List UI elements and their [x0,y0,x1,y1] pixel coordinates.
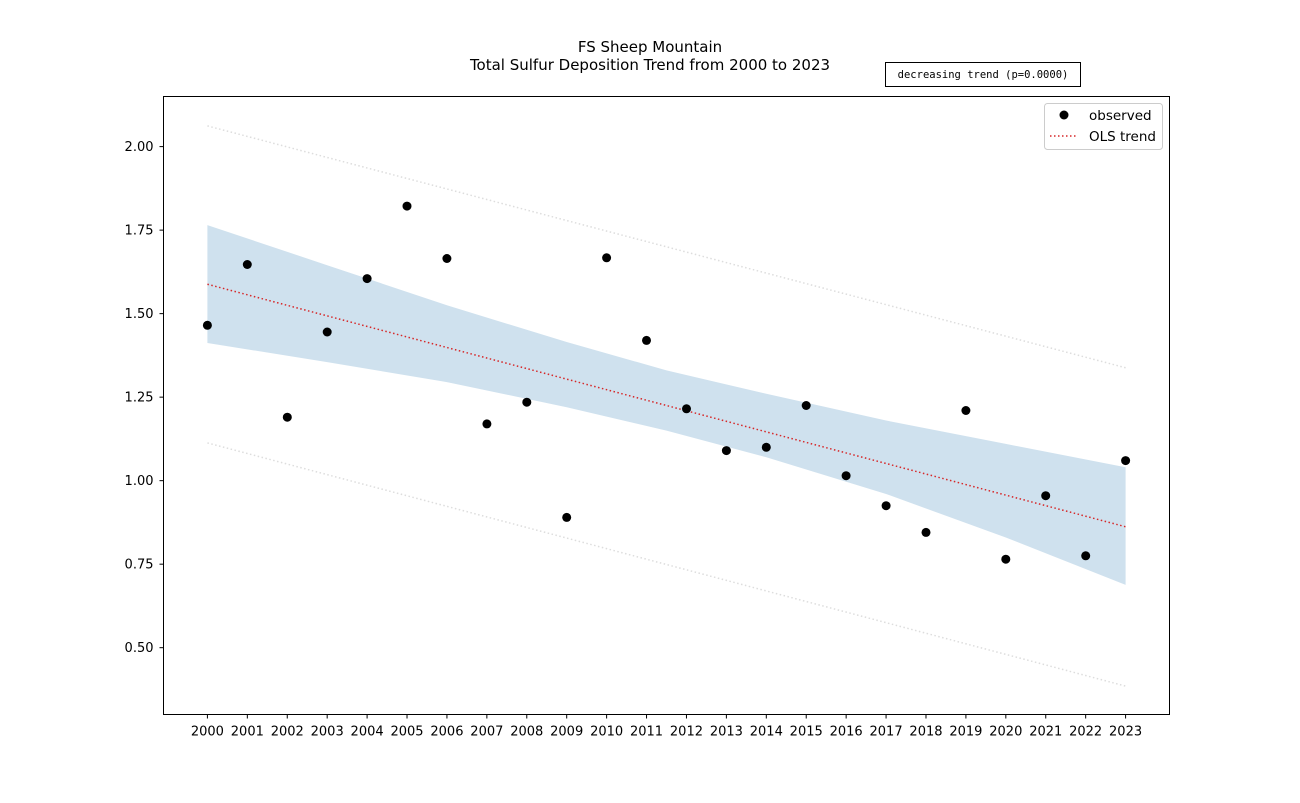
annotation-box [885,62,1081,87]
y-tick-label: 1.75 [125,224,154,239]
observed-point [1001,554,1011,564]
x-tick-label: 2011 [630,725,663,740]
legend-box [1044,103,1163,150]
observed-point [482,419,492,429]
x-tick-label: 2014 [750,725,783,740]
x-tick-label: 2018 [909,725,942,740]
x-tick-label: 2009 [550,725,583,740]
observed-point [841,471,851,481]
plot-area [202,125,1131,687]
x-tick-label: 2021 [1029,725,1062,740]
axes-frame [163,96,1170,715]
x-axis: 2000 2001 2002 2003 2004 2005 2006 2007 2008 2009… [191,714,1142,740]
x-tick-label: 2004 [351,725,384,740]
x-tick-label: 2007 [470,725,503,740]
chart-subtitle: Total Sulfur Deposition Trend from 2000 … [469,56,830,74]
y-tick-label: 0.75 [125,558,154,573]
observed-point [242,260,252,269]
x-tick-label: 2010 [590,725,623,740]
observed-point [961,406,971,415]
observed-point [442,254,452,263]
y-tick-label: 1.00 [125,474,154,489]
observed-point [761,442,771,452]
observed-point [921,527,931,537]
x-tick-label: 2002 [271,725,304,740]
x-tick-label: 2003 [311,725,344,740]
x-tick-label: 2015 [790,725,823,740]
x-tick-label: 2000 [191,725,224,740]
x-tick-label: 2008 [510,725,543,740]
y-tick-label: 1.25 [125,391,154,406]
observed-point [282,412,292,422]
observed-point [682,404,691,414]
x-tick-label: 2020 [989,725,1022,740]
legend-observed-marker [1059,110,1069,120]
x-tick-label: 2001 [231,725,264,740]
observed-point [522,397,532,407]
observed-point [202,320,212,330]
legend: observed OLS trend [1044,103,1163,150]
x-tick-label: 2023 [1109,725,1142,740]
observed-point [362,274,372,284]
observed-point [322,327,332,337]
y-axis: 0.50 0.75 1.00 1.25 1.50 1.75 2.00 [125,140,164,656]
confidence-band [207,225,1126,585]
x-tick-label: 2016 [830,725,863,740]
observed-point [1041,491,1051,501]
legend-observed-label: observed [1089,108,1152,124]
observed-point [1081,551,1091,561]
observed-point [402,201,412,211]
observed-point [721,446,731,456]
observed-point [1121,456,1131,466]
x-tick-label: 2006 [430,725,463,740]
x-tick-label: 2005 [390,725,423,740]
y-tick-label: 1.50 [125,307,154,322]
x-tick-label: 2017 [870,725,903,740]
x-tick-label: 2019 [949,725,982,740]
observed-point [881,501,891,511]
observed-point [642,335,651,345]
trend-annotation: decreasing trend (p=0.0000) [885,62,1081,87]
x-tick-label: 2022 [1069,725,1102,740]
x-tick-label: 2012 [670,725,703,740]
y-tick-label: 2.00 [125,140,154,155]
observed-point [602,253,612,263]
chart-title: FS Sheep Mountain [578,38,722,56]
observed-point [562,512,572,522]
y-tick-label: 0.50 [125,641,154,656]
observed-point [801,401,811,410]
annotation-text: decreasing trend (p=0.0000) [898,69,1069,81]
x-tick-label: 2013 [710,725,743,740]
legend-ols-label: OLS trend [1089,129,1156,145]
